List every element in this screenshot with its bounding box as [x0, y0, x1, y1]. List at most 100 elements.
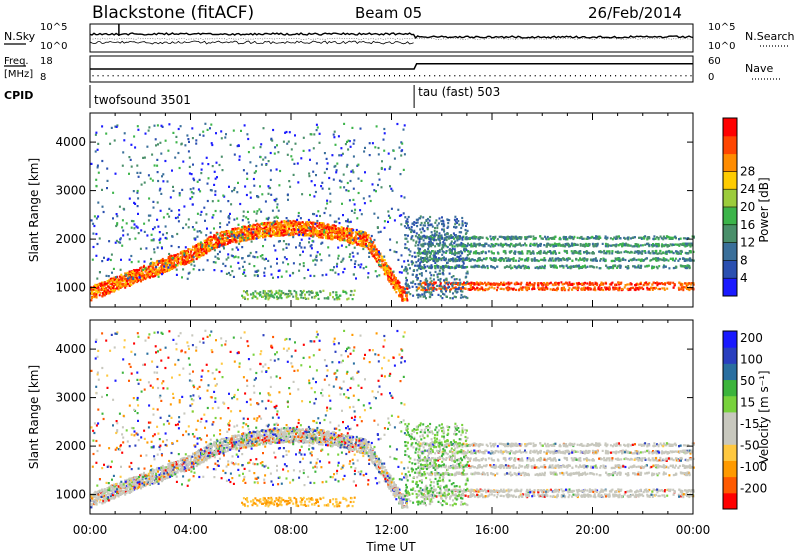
power-cell	[298, 244, 301, 247]
power-cell	[333, 226, 336, 229]
power-cell	[605, 282, 608, 285]
power-cell	[195, 142, 198, 145]
power-cell	[450, 235, 453, 238]
power-cell	[122, 276, 125, 279]
power-cell	[184, 144, 187, 147]
power-cell	[237, 248, 240, 251]
power-cell	[269, 186, 272, 190]
power-cell	[106, 179, 109, 182]
power-cell	[330, 225, 333, 228]
power-cell	[133, 279, 136, 282]
power-cell	[225, 272, 228, 275]
power-cell	[171, 267, 174, 270]
power-cell	[212, 261, 215, 264]
power-cell	[299, 227, 302, 230]
nave-dot	[600, 75, 602, 77]
power-cell	[325, 273, 328, 276]
power-cell	[400, 295, 403, 298]
power-cell	[399, 288, 402, 292]
power-cell	[166, 180, 169, 183]
power-cell	[162, 180, 165, 183]
power-cell	[318, 233, 321, 237]
power-cell	[153, 164, 156, 167]
power-cell	[222, 194, 225, 197]
power-cell	[651, 267, 653, 270]
power-cell	[122, 151, 125, 154]
power-cell	[205, 252, 208, 255]
power-cell	[326, 230, 329, 233]
power-cell	[268, 224, 271, 227]
power-cell	[107, 285, 110, 288]
power-cell	[213, 234, 216, 237]
power-cell	[262, 245, 264, 248]
power-cell	[512, 287, 515, 290]
power-cell	[388, 269, 391, 272]
power-cell	[152, 228, 155, 231]
power-cell	[263, 228, 266, 231]
power-cell	[521, 250, 524, 253]
power-cell	[637, 288, 640, 291]
power-cell	[128, 238, 131, 241]
power-cell	[373, 244, 376, 247]
power-cell	[123, 132, 126, 135]
power-cell	[164, 159, 167, 163]
power-cell	[281, 226, 284, 229]
power-cell	[121, 219, 124, 222]
power-cell	[120, 276, 123, 279]
power-cell	[191, 255, 194, 258]
power-cell	[136, 189, 139, 193]
power-cell	[282, 234, 285, 237]
power-cell	[189, 188, 192, 191]
power-cell	[661, 243, 664, 246]
power-cell	[203, 206, 206, 209]
power-cell	[332, 133, 335, 136]
power-cell	[270, 193, 273, 196]
power-cell	[620, 281, 623, 284]
power-cell	[221, 241, 224, 244]
power-cell	[479, 281, 482, 284]
power-cell	[151, 270, 154, 273]
power-cell	[277, 276, 280, 279]
power-cell	[644, 265, 647, 268]
nave-dot	[152, 75, 154, 77]
power-cell	[345, 245, 348, 249]
power-cell	[272, 232, 274, 235]
power-cell	[130, 261, 133, 264]
power-cell	[489, 235, 492, 238]
power-cell	[338, 231, 340, 234]
power-cell	[334, 225, 337, 228]
power-cell	[416, 252, 419, 255]
power-cell	[400, 223, 403, 226]
power-cell	[302, 136, 305, 139]
nave-label: Nave	[745, 62, 773, 75]
power-cell	[398, 214, 401, 217]
power-cell	[403, 124, 406, 127]
power-cell	[406, 299, 409, 302]
power-cell	[253, 210, 256, 213]
power-cell	[277, 231, 280, 234]
power-cell	[381, 255, 383, 258]
power-cell	[340, 236, 343, 239]
power-cell	[533, 284, 536, 287]
power-cell	[526, 252, 529, 255]
power-cell	[466, 282, 469, 285]
nave-dot	[268, 75, 270, 77]
power-cell	[149, 177, 152, 180]
power-cell	[558, 236, 561, 239]
power-cell	[472, 265, 475, 268]
power-cell	[99, 291, 102, 294]
power-cell	[210, 123, 213, 126]
power-cell	[357, 191, 360, 195]
power-cell	[360, 179, 363, 182]
power-cell	[334, 227, 337, 231]
power-cell	[237, 144, 240, 147]
power-cell	[257, 227, 260, 230]
power-cell	[312, 221, 315, 224]
power-cell	[362, 247, 365, 251]
power-cell	[160, 269, 162, 272]
power-cell	[97, 201, 100, 204]
power-cell	[685, 242, 688, 245]
power-cell	[330, 234, 332, 237]
power-cell	[117, 278, 120, 281]
power-cell	[400, 154, 403, 157]
